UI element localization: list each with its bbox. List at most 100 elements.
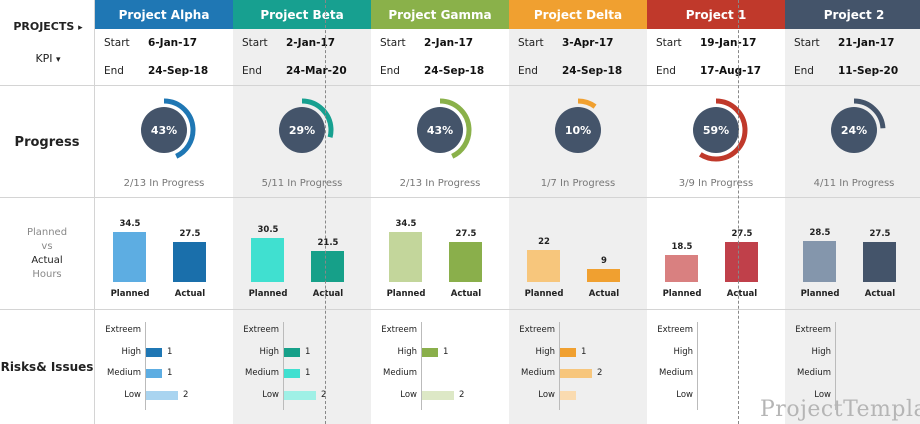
planned-hours-label: Planned — [662, 289, 702, 299]
actual-hours-value: 27.5 — [179, 229, 201, 240]
planned-hours-bar — [803, 240, 836, 282]
start-date: 3-Apr-17 — [562, 37, 614, 49]
planned-hours-label: Planned — [248, 289, 288, 299]
start-label: Start — [794, 37, 820, 49]
actual-hours-bar — [449, 242, 482, 282]
hours-bar-chart: 34.5 Planned 27.5 Actual — [371, 200, 509, 310]
risk-level-label: Medium — [521, 368, 555, 378]
start-label: Start — [518, 37, 544, 49]
kpi-dropdown[interactable]: KPI ▾ — [4, 52, 92, 65]
start-date: 6-Jan-17 — [148, 37, 198, 49]
risk-axis — [697, 322, 698, 410]
risk-level-label: Medium — [245, 368, 279, 378]
actual-hours-label: Actual — [588, 289, 620, 299]
hours-bar-chart: 18.5 Planned 27.5 Actual — [647, 200, 785, 310]
end-date-row: End 24-Sep-18 — [509, 57, 647, 85]
risk-count-bar — [146, 348, 162, 357]
project-column: Project Beta Start 2-Jan-17 End 24-Mar-2… — [233, 0, 371, 424]
actual-hours-label: Actual — [450, 289, 482, 299]
risk-level-label: Extreem — [657, 325, 693, 335]
hours-bar-chart: 34.5 Planned 27.5 Actual — [95, 200, 233, 310]
risk-level-label: High — [811, 347, 831, 357]
progress-center — [141, 107, 187, 153]
projects-label: PROJECTS — [13, 20, 75, 33]
risk-count-value: 2 — [459, 390, 465, 400]
project-header[interactable]: Project Beta — [233, 0, 371, 29]
risk-count-bar — [284, 348, 300, 357]
progress-center — [279, 107, 325, 153]
risk-count-bar — [422, 348, 438, 357]
risk-count-bar — [284, 391, 316, 400]
row-label-hours: Planned vs Actual Hours — [0, 198, 94, 310]
planned-hours-bar — [251, 237, 284, 282]
planned-hours-value: 34.5 — [395, 219, 417, 229]
progress-donut: 59% — [684, 98, 748, 162]
end-date: 24-Sep-18 — [562, 65, 623, 77]
risk-level-label: High — [397, 347, 417, 357]
risk-level-label: High — [259, 347, 279, 357]
actual-hours-value: 27.5 — [455, 229, 477, 240]
risk-count-bar — [146, 391, 178, 400]
risk-level-label: Low — [814, 390, 831, 400]
progress-donut: 24% — [822, 98, 886, 162]
risk-level-label: High — [535, 347, 555, 357]
end-date: 24-Sep-18 — [424, 65, 485, 77]
actual-hours-value: 9 — [601, 255, 607, 266]
planned-hours-bar — [389, 232, 422, 282]
risk-count-value: 2 — [321, 390, 327, 400]
progress-status-text: 2/13 In Progress — [399, 178, 481, 189]
risk-level-label: High — [121, 347, 141, 357]
risk-level-label: Extreem — [381, 325, 417, 335]
planned-hours-value: 34.5 — [119, 219, 141, 229]
end-date: 11-Sep-20 — [838, 65, 899, 77]
progress-center — [555, 107, 601, 153]
project-header[interactable]: Project 1 — [647, 0, 785, 29]
start-label: Start — [104, 37, 130, 49]
risk-level-label: Extreem — [519, 325, 555, 335]
progress-donut: 10% — [546, 98, 610, 162]
risks-bar-chart: Extreem High Medium Low — [647, 316, 785, 424]
risk-count-bar — [560, 391, 576, 400]
row-label-progress: Progress — [14, 134, 80, 150]
risks-bar-chart: Extreem High 1 Medium 1 Low 2 — [95, 316, 233, 424]
progress-percent: 59% — [703, 124, 729, 137]
start-label: Start — [656, 37, 682, 49]
end-label: End — [242, 65, 262, 77]
progress-percent: 43% — [151, 124, 177, 137]
risk-level-label: Medium — [107, 368, 141, 378]
start-date-row: Start 2-Jan-17 — [371, 29, 509, 57]
actual-hours-value: 27.5 — [731, 229, 753, 240]
project-column: Project 2 Start 21-Jan-17 End 11-Sep-20 … — [785, 0, 920, 424]
project-header[interactable]: Project 2 — [785, 0, 920, 29]
risk-level-label: Extreem — [243, 325, 279, 335]
risk-level-label: Medium — [659, 368, 693, 378]
project-header[interactable]: Project Gamma — [371, 0, 509, 29]
end-date: 24-Mar-20 — [286, 65, 347, 77]
hours-bar-chart: 22 Planned 9 Actual — [509, 200, 647, 310]
end-label: End — [656, 65, 676, 77]
actual-hours-bar — [173, 242, 206, 282]
risk-level-label: Low — [400, 390, 417, 400]
actual-hours-value: 27.5 — [869, 229, 891, 240]
end-label: End — [104, 65, 124, 77]
progress-arc — [270, 98, 334, 162]
progress-center — [417, 107, 463, 153]
start-date: 21-Jan-17 — [838, 37, 895, 49]
projects-dropdown[interactable]: PROJECTS ▸ — [4, 20, 92, 33]
risk-level-label: Low — [676, 390, 693, 400]
actual-hours-label: Actual — [174, 289, 206, 299]
project-header[interactable]: Project Delta — [509, 0, 647, 29]
start-label: Start — [380, 37, 406, 49]
progress-arc — [684, 98, 748, 162]
dashed-marker-line — [738, 0, 739, 424]
risk-level-label: High — [673, 347, 693, 357]
risks-bar-chart: Extreem High 1 Medium 2 Low — [509, 316, 647, 424]
risk-count-value: 2 — [597, 368, 603, 378]
actual-hours-bar — [863, 242, 896, 282]
actual-hours-value: 21.5 — [317, 237, 339, 248]
progress-status-text: 3/9 In Progress — [678, 178, 754, 189]
project-header[interactable]: Project Alpha — [95, 0, 233, 29]
risk-count-value: 1 — [167, 368, 173, 378]
planned-hours-bar — [527, 250, 560, 282]
